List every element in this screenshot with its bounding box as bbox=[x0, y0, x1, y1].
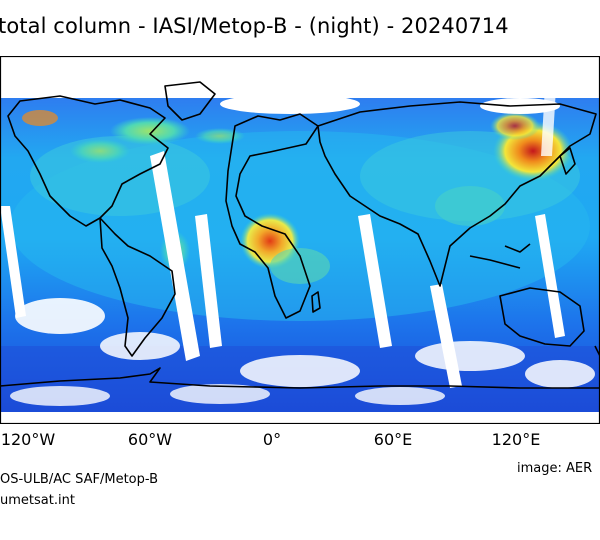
asia-coast bbox=[317, 101, 597, 287]
lon-tick-label: 60°E bbox=[373, 430, 413, 449]
global-column-map bbox=[0, 56, 600, 424]
data-field bbox=[0, 56, 600, 424]
image-credit: image: AER bbox=[517, 461, 593, 476]
north-america-coast bbox=[7, 95, 169, 227]
source-credit: OS-ULB/AC SAF/Metop-B bbox=[0, 472, 159, 487]
south-america-coast bbox=[99, 217, 176, 357]
website-credit: umetsat.int bbox=[0, 493, 75, 508]
greenland-coast bbox=[164, 81, 216, 121]
lon-tick-label: 120°E bbox=[491, 430, 541, 449]
lon-tick-label: 0° bbox=[262, 430, 282, 449]
map-title: total column - IASI/Metop-B - (night) - … bbox=[0, 14, 509, 38]
indonesia-coast bbox=[469, 255, 521, 269]
coastlines bbox=[0, 81, 600, 389]
japan-coast bbox=[559, 147, 576, 175]
lon-tick-label: 120°W bbox=[0, 430, 56, 449]
philippines-coast bbox=[504, 243, 531, 253]
australia-coast bbox=[499, 287, 585, 347]
antarctica-coast bbox=[0, 367, 600, 389]
europe-africa-coast bbox=[225, 113, 319, 319]
madagascar-coast bbox=[311, 291, 321, 313]
lon-tick-label: 60°W bbox=[127, 430, 173, 449]
